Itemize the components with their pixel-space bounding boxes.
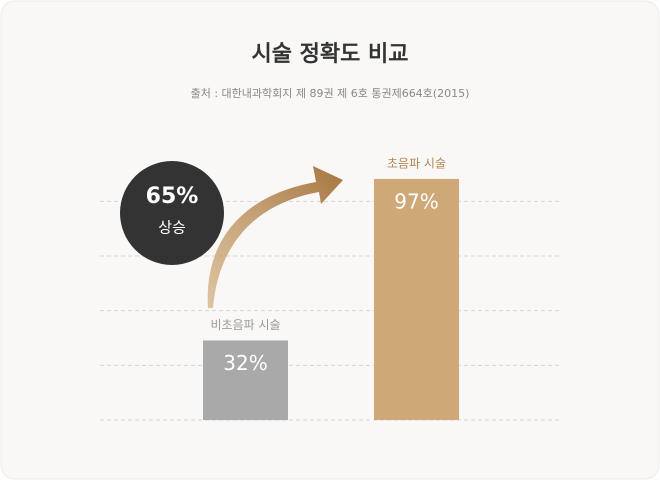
badge-label: 상승: [158, 219, 186, 237]
badge-value: 65%: [146, 184, 199, 209]
value-label: 32%: [223, 351, 267, 375]
badge: [120, 161, 224, 265]
arrow: [207, 166, 343, 308]
chart-title: 시술 정확도 비교: [252, 42, 409, 67]
category-label: 비초음파 시술: [210, 318, 280, 332]
chart-subtitle: 출처 : 대한내과학회지 제 89권 제 6호 통권제664호(2015): [191, 87, 470, 100]
category-label: 초음파 시술: [387, 156, 446, 170]
bar: [203, 340, 288, 420]
value-label: 97%: [394, 189, 438, 213]
bar: [374, 178, 459, 420]
